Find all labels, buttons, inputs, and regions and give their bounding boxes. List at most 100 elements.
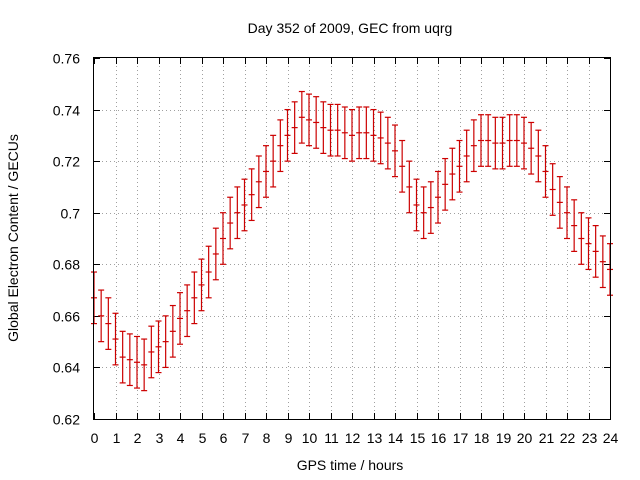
x-tick-label: 18 xyxy=(474,430,490,446)
error-bar xyxy=(492,116,499,170)
y-tick-label: 0.62 xyxy=(53,412,80,428)
x-tick-label: 21 xyxy=(539,430,555,446)
error-bar xyxy=(227,196,234,250)
error-bar xyxy=(248,168,255,222)
x-tick-label: 19 xyxy=(496,430,512,446)
error-bar xyxy=(234,186,241,240)
error-bar xyxy=(506,114,513,167)
error-bar xyxy=(349,108,355,162)
plot-frame xyxy=(93,57,611,420)
y-tick-label: 0.74 xyxy=(53,103,80,119)
error-bar xyxy=(499,116,506,170)
y-tick-label: 0.66 xyxy=(53,309,80,325)
x-tick-label: 12 xyxy=(345,430,361,446)
error-bar xyxy=(413,178,420,232)
error-bar xyxy=(298,90,305,144)
x-tick-label: 1 xyxy=(113,430,121,446)
x-tick-label: 17 xyxy=(453,430,469,446)
x-tick-label: 23 xyxy=(582,430,598,446)
error-bar xyxy=(191,271,198,325)
error-bar xyxy=(585,217,592,271)
error-bar xyxy=(370,108,377,162)
error-bar xyxy=(306,93,312,147)
x-tick-label: 10 xyxy=(302,430,318,446)
error-bar xyxy=(334,103,341,157)
x-tick-label: 0 xyxy=(91,430,99,446)
error-bar xyxy=(578,212,585,265)
x-tick-label: 4 xyxy=(177,430,185,446)
error-bar xyxy=(177,292,183,345)
error-bar xyxy=(220,212,226,265)
error-bar xyxy=(277,119,284,173)
y-tick-labels: 0.62 0.64 0.66 0.68 0.7 0.72 0.74 0.76 xyxy=(53,51,80,428)
error-bar xyxy=(212,227,219,281)
error-bar xyxy=(384,116,391,170)
error-bar xyxy=(313,96,320,149)
error-bar xyxy=(549,163,556,216)
error-bar xyxy=(513,114,520,167)
error-bars xyxy=(91,90,613,392)
x-tick-label: 13 xyxy=(367,430,383,446)
error-bar xyxy=(284,108,291,162)
error-bar xyxy=(449,147,456,201)
error-bar xyxy=(599,235,606,289)
error-bar xyxy=(291,101,298,155)
x-tick-label: 11 xyxy=(324,430,339,446)
error-bar xyxy=(162,315,169,369)
error-bar xyxy=(399,139,406,193)
x-tick-label: 9 xyxy=(285,430,293,446)
y-axis-label: Global Electron Content / GECUs xyxy=(5,134,21,342)
error-bar xyxy=(241,178,248,232)
y-tick-label: 0.72 xyxy=(53,154,80,170)
error-bar xyxy=(420,186,427,240)
error-bar xyxy=(320,101,327,155)
error-bar xyxy=(363,106,370,160)
error-bar xyxy=(442,157,449,211)
error-bar xyxy=(392,124,398,178)
x-tick-label: 7 xyxy=(242,430,250,446)
error-bar xyxy=(485,114,492,167)
error-bar xyxy=(456,139,463,193)
error-bar xyxy=(521,116,527,170)
y-tick-label: 0.64 xyxy=(53,360,80,376)
error-bar xyxy=(535,129,542,183)
x-tick-label: 24 xyxy=(603,430,619,446)
error-bar xyxy=(478,114,484,167)
y-tick-label: 0.76 xyxy=(53,51,80,67)
error-bar xyxy=(105,297,112,350)
error-bar xyxy=(255,155,262,209)
error-bar xyxy=(119,330,126,384)
x-tick-label: 2 xyxy=(134,430,142,446)
error-bar xyxy=(406,160,413,214)
error-bar xyxy=(356,106,363,160)
error-bar xyxy=(470,119,477,173)
x-axis-label: GPS time / hours xyxy=(297,457,404,473)
error-bar xyxy=(198,258,205,312)
x-tick-label: 16 xyxy=(431,430,447,446)
error-bar xyxy=(327,103,334,157)
error-bar xyxy=(377,111,384,165)
x-tick-label: 15 xyxy=(410,430,426,446)
chart-title: Day 352 of 2009, GEC from uqrg xyxy=(248,20,453,36)
error-bar xyxy=(556,176,563,229)
x-tick-label: 22 xyxy=(560,430,576,446)
x-tick-labels: 0 1 2 3 4 5 6 7 8 9 10 11 12 13 14 15 16 17 18 19 20 21 22 23 24 xyxy=(91,430,619,446)
x-tick-label: 8 xyxy=(263,430,271,446)
error-bar xyxy=(263,145,269,198)
error-bar xyxy=(592,225,599,278)
error-bar xyxy=(126,333,133,387)
x-tick-label: 6 xyxy=(220,430,228,446)
x-tick-label: 5 xyxy=(199,430,207,446)
error-bar xyxy=(463,129,470,183)
error-bar xyxy=(134,335,140,389)
x-tick-label: 3 xyxy=(156,430,164,446)
error-bar xyxy=(141,338,148,392)
error-bar xyxy=(341,106,348,160)
x-tick-label: 20 xyxy=(517,430,533,446)
y-tick-label: 0.68 xyxy=(53,257,80,273)
x-tick-label: 14 xyxy=(388,430,404,446)
error-bar xyxy=(435,170,441,224)
error-bar xyxy=(169,304,176,358)
error-bar xyxy=(205,245,212,299)
